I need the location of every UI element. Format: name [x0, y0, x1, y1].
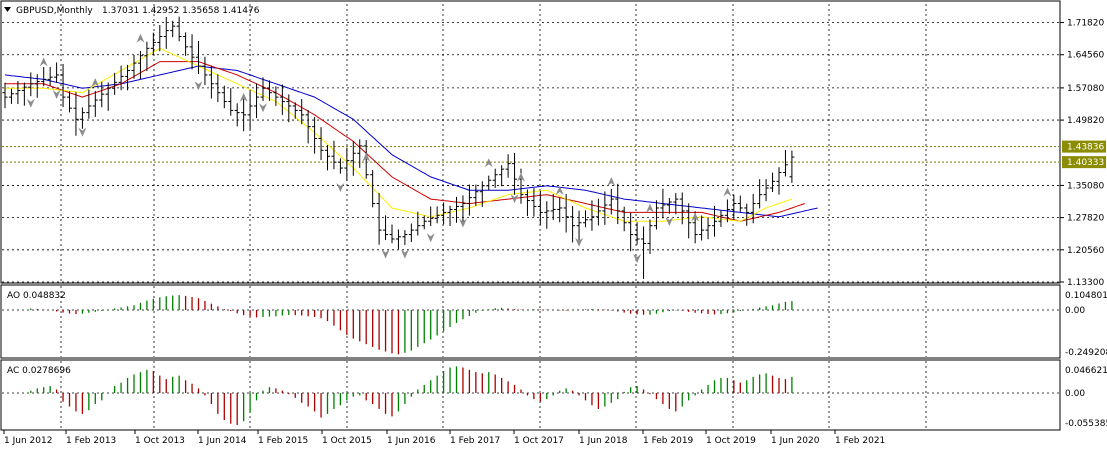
fractal-down-marker	[336, 183, 345, 193]
fractal-up-marker	[362, 152, 371, 162]
time-axis-label: 1 Feb 2021	[835, 436, 885, 446]
time-axis-label: 1 Oct 2015	[322, 436, 372, 446]
ac-histogram	[30, 366, 793, 425]
ac-window-frame	[0, 359, 1061, 431]
time-axis-label: 1 Oct 2019	[706, 436, 756, 446]
price-axis-label: 1.49820	[1067, 116, 1104, 126]
fractal-down-marker	[26, 98, 35, 108]
time-axis-label: 1 Feb 2019	[643, 436, 694, 446]
time-axis-label: 1 Jun 2014	[198, 436, 247, 446]
time-axis-label: 1 Oct 2013	[135, 436, 185, 446]
fractal-down-marker	[400, 249, 409, 259]
price-axis: 1.71820 1.64560 1.57080 1.49820 1.35080 1.278…	[1060, 19, 1104, 288]
fractal-up-marker	[91, 78, 100, 88]
main-window-frame	[0, 0, 1061, 284]
fractal-down-marker	[633, 253, 642, 263]
price-tag-box	[1062, 140, 1106, 153]
ac-label: AC 0.0278696	[7, 366, 71, 376]
price-axis-label: 1.13300	[1067, 278, 1104, 288]
ac-scale-max: 0.0466218	[1065, 366, 1107, 376]
price-level-lines	[2, 146, 1059, 163]
time-axis-label: 1 Jun 2020	[771, 436, 820, 446]
fractal-down-marker	[458, 218, 467, 228]
time-axis-label: 1 Jun 2016	[387, 436, 436, 446]
time-axis-label: 1 Feb 2015	[258, 436, 308, 446]
fractal-down-marker	[194, 81, 203, 91]
fractal-down-marker	[510, 194, 519, 204]
ohlc-readout: 1.37031 1.42952 1.35658 1.41476	[102, 6, 260, 16]
time-axis-label: 1 Oct 2017	[514, 436, 564, 446]
time-axis-label: 1 Jun 2018	[579, 436, 628, 446]
time-axis-label: 1 Feb 2013	[66, 436, 116, 446]
price-axis-label: 1.57080	[1067, 84, 1104, 94]
fractal-down-marker	[575, 237, 584, 247]
ao-scale-max: 0.104801	[1065, 291, 1107, 301]
ao-scale-zero: 0.00	[1065, 306, 1085, 316]
triangle-down-icon[interactable]	[4, 7, 11, 12]
price-tag-label: 1.40333	[1067, 158, 1104, 168]
fractal-down-marker	[665, 217, 674, 227]
price-tag-box	[1062, 156, 1106, 169]
ac-scale-min: -0.055385	[1065, 419, 1107, 429]
fractal-up-marker	[484, 158, 493, 168]
fractal-up-marker	[691, 212, 700, 222]
time-axis: 1 Jun 2012 1 Feb 2013 1 Oct 2013 1 Jun 2014…	[3, 430, 885, 446]
price-axis-label: 1.27820	[1067, 214, 1104, 224]
price-tags: 1.43836 1.40333	[1062, 140, 1106, 169]
fractal-markers	[26, 33, 732, 263]
fractal-up-marker	[646, 203, 654, 213]
fractal-up-marker	[723, 187, 732, 197]
symbol-title: GBPUSD,Monthly	[16, 6, 93, 16]
price-tag-label: 1.43836	[1067, 143, 1104, 153]
fractal-up-marker	[607, 177, 616, 187]
fractal-down-marker	[52, 89, 61, 99]
price-axis-label: 1.64560	[1067, 51, 1104, 61]
fractal-up-marker	[555, 185, 564, 195]
alligator-lips-line	[5, 47, 793, 222]
time-axis-label: 1 Jun 2012	[4, 436, 52, 446]
fractal-up-marker	[136, 33, 145, 43]
ac-scale-zero: 0.00	[1065, 389, 1085, 399]
fractal-down-marker	[426, 233, 435, 243]
alligator-teeth-line	[5, 61, 805, 222]
fractal-down-marker	[259, 103, 267, 113]
grid-lines	[2, 4, 1059, 429]
price-axis-label: 1.35080	[1067, 181, 1104, 191]
fractal-down-marker	[381, 249, 390, 259]
ao-scale-min: -0.249208	[1065, 348, 1107, 358]
price-axis-label: 1.71820	[1067, 19, 1104, 29]
fractal-up-marker	[517, 172, 525, 182]
time-axis-label: 1 Feb 2017	[450, 436, 500, 446]
ao-label: AO 0.048832	[7, 291, 66, 301]
fractal-up-marker	[239, 92, 248, 102]
fractal-up-marker	[39, 57, 48, 67]
ao-histogram	[30, 295, 793, 355]
price-axis-label: 1.20560	[1067, 246, 1104, 256]
ao-window-frame	[0, 284, 1061, 359]
fractal-down-marker	[78, 127, 87, 137]
